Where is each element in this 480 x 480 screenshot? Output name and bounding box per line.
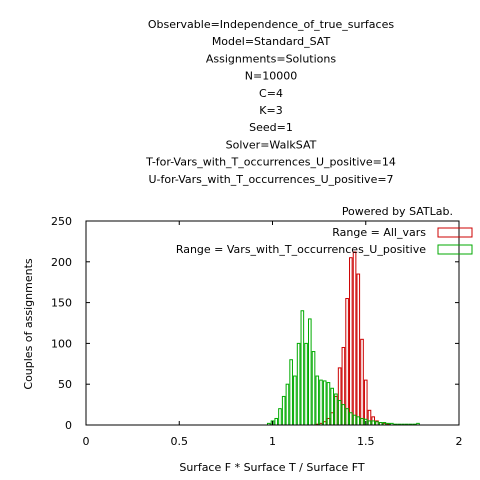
bar-all-vars xyxy=(349,257,353,426)
title-line: Seed=1 xyxy=(249,121,293,134)
title-line: C=4 xyxy=(259,87,283,100)
bar-vars-t-occ xyxy=(330,387,334,426)
bar-vars-t-occ xyxy=(337,400,342,426)
bar-all-vars xyxy=(345,298,349,426)
legend-label: Range = All_vars xyxy=(332,226,426,239)
bar-vars-t-occ xyxy=(352,414,357,426)
y-tick-label: 150 xyxy=(51,297,72,310)
x-tick-label: 0.5 xyxy=(171,435,189,448)
chart-title-block: Observable=Independence_of_true_surfaces… xyxy=(145,18,396,186)
bar-vars-t-occ xyxy=(360,417,364,426)
y-tick-label: 0 xyxy=(65,419,72,432)
bar-vars-t-occ xyxy=(345,408,349,426)
y-tick-label: 250 xyxy=(51,215,72,228)
x-tick-label: 1 xyxy=(269,435,276,448)
x-tick-label: 2 xyxy=(456,435,463,448)
title-line: Assignments=Solutions xyxy=(206,52,337,65)
bar-vars-t-occ xyxy=(334,393,338,426)
title-line: Model=Standard_SAT xyxy=(212,35,331,48)
title-line: N=10000 xyxy=(245,70,297,83)
title-line: Solver=WalkSAT xyxy=(226,138,317,151)
y-axis-label: Couples of assignments xyxy=(22,258,35,389)
bars-layer xyxy=(266,251,420,426)
legend-label: Range = Vars_with_T_occurrences_U_positi… xyxy=(176,243,426,256)
bar-vars-t-occ xyxy=(322,380,327,426)
bar-vars-t-occ xyxy=(274,417,279,426)
bar-all-vars xyxy=(360,338,364,426)
y-tick-label: 50 xyxy=(58,378,72,391)
bar-all-vars xyxy=(356,273,361,426)
bar-vars-t-occ xyxy=(300,310,305,426)
bar-vars-t-occ xyxy=(367,420,372,426)
y-tick-label: 200 xyxy=(51,256,72,269)
x-tick-label: 1.5 xyxy=(357,435,375,448)
bar-vars-t-occ xyxy=(278,408,282,426)
bar-vars-t-occ xyxy=(341,404,346,426)
legend-swatch xyxy=(437,244,473,255)
title-line: U-for-Vars_with_T_occurrences_U_positive… xyxy=(148,173,393,186)
bar-vars-t-occ xyxy=(285,383,290,426)
title-line: T-for-Vars_with_T_occurrences_U_positive… xyxy=(145,156,396,169)
title-line: K=3 xyxy=(259,104,282,117)
title-line: Observable=Independence_of_true_surfaces xyxy=(148,18,394,31)
y-tick-label: 100 xyxy=(51,337,72,350)
ticks-layer: 0 0.5 1 1.5 2 0 50 100 150 200 250 xyxy=(51,215,463,448)
bar-vars-t-occ xyxy=(311,351,316,426)
bar-vars-t-occ xyxy=(281,395,286,426)
bar-vars-t-occ xyxy=(319,379,323,426)
credit-label: Powered by SATLab. xyxy=(342,205,453,218)
bar-vars-t-occ xyxy=(289,359,293,426)
x-tick-label: 0 xyxy=(83,435,90,448)
legend: Range = All_vars Range = Vars_with_T_occu… xyxy=(176,226,473,256)
bar-all-vars xyxy=(363,379,368,426)
bar-vars-t-occ xyxy=(293,375,297,426)
bar-vars-t-occ xyxy=(304,342,308,426)
bar-vars-t-occ xyxy=(371,420,376,426)
bar-vars-t-occ xyxy=(315,375,320,426)
bar-vars-t-occ xyxy=(349,412,353,426)
bar-all-vars xyxy=(352,251,357,426)
legend-swatch xyxy=(437,227,473,238)
bar-vars-t-occ xyxy=(296,342,301,426)
x-axis-label: Surface F * Surface T / Surface FT xyxy=(179,461,365,474)
bar-vars-t-occ xyxy=(307,318,312,426)
bar-vars-t-occ xyxy=(356,416,361,426)
